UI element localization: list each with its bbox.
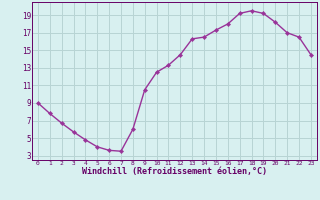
X-axis label: Windchill (Refroidissement éolien,°C): Windchill (Refroidissement éolien,°C) <box>82 167 267 176</box>
